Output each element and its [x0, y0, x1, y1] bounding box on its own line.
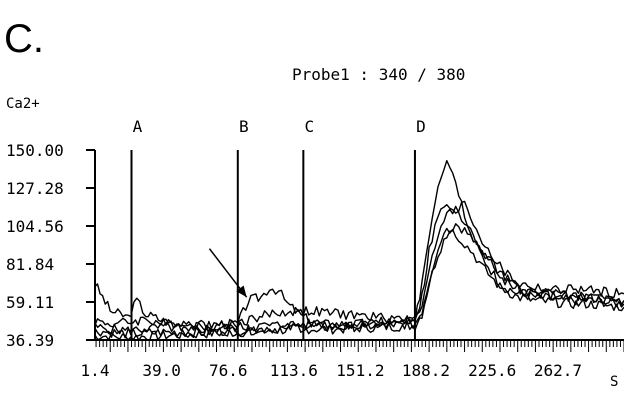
- y-tick-label: 36.39: [6, 331, 54, 350]
- chart-title: Probe1 : 340 / 380: [292, 65, 465, 84]
- x-tick-label: 113.6: [270, 361, 318, 380]
- x-tick-label: 262.7: [534, 361, 582, 380]
- y-tick-label: 104.56: [6, 217, 64, 236]
- annotations: [208, 248, 248, 298]
- series-line-1: [94, 159, 624, 332]
- marker-label-b: B: [239, 117, 249, 136]
- x-axis: 1.4 39.0 76.6 113.6 151.2 188.2 225.6 262.7: [81, 339, 624, 380]
- marker-label-c: C: [305, 117, 315, 136]
- arrow-head: [236, 285, 247, 298]
- y-tick-label: 59.11: [6, 293, 54, 312]
- x-tick-label: 76.6: [209, 361, 248, 380]
- x-tick-label: 225.6: [468, 361, 516, 380]
- series-line-2: [94, 200, 624, 331]
- series-line-4: [94, 227, 624, 339]
- y-tick-label: 150.00: [6, 141, 64, 160]
- y-tick-label: 127.28: [6, 179, 64, 198]
- marker-label-a: A: [133, 117, 143, 136]
- y-tick-label: 81.84: [6, 255, 54, 274]
- event-markers: A B C D: [130, 117, 426, 340]
- x-tick-label: 188.2: [402, 361, 450, 380]
- x-axis-label: S: [610, 374, 618, 390]
- y-axis-label: Ca2+: [6, 96, 40, 112]
- series-group: [94, 159, 624, 341]
- marker-label-d: D: [416, 117, 426, 136]
- x-tick-label: 151.2: [336, 361, 384, 380]
- panel-label: C.: [4, 17, 44, 61]
- x-tick-label: 1.4: [81, 361, 110, 380]
- x-tick-label: 39.0: [142, 361, 181, 380]
- series-line-5: [94, 223, 624, 341]
- y-axis: 150.00 127.28 104.56 81.84 59.11 36.39: [6, 141, 96, 350]
